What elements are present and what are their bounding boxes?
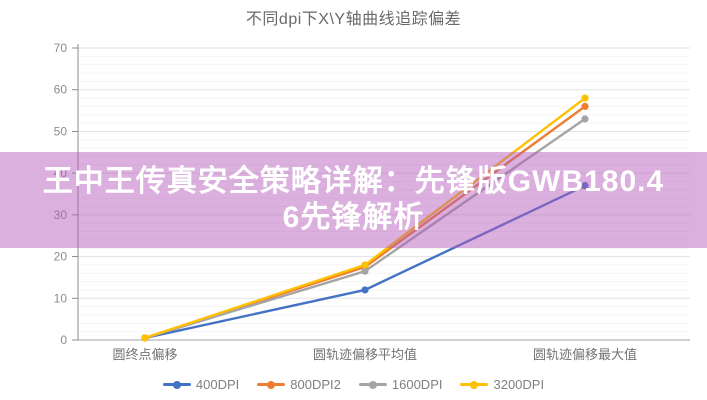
legend-item-1600dpi: 1600DPI (358, 377, 443, 392)
legend-marker-dot (470, 380, 479, 389)
legend-marker-800dpi2 (257, 380, 286, 389)
data-point-3200dpi (581, 94, 589, 102)
data-point-400dpi (361, 286, 369, 294)
legend-label: 1600DPI (391, 377, 443, 392)
banner-text-line-1: 王中王传真安全策略详解：先锋版GWB180.4 (42, 165, 665, 198)
chart-legend: 400DPI 800DPI2 1600DPI 3200DPI (0, 377, 707, 392)
y-tick-label: 10 (54, 291, 68, 305)
data-point-3200dpi (141, 334, 149, 342)
legend-item-400dpi: 400DPI (162, 377, 240, 392)
legend-marker-1600dpi (358, 380, 387, 389)
y-tick-label: 30 (54, 208, 68, 222)
legend-item-3200dpi: 3200DPI (460, 377, 544, 392)
legend-marker-dot (172, 380, 181, 389)
data-point-1600dpi (581, 115, 589, 123)
x-category-label: 圆轨迹偏移平均值 (313, 347, 417, 362)
chart-title: 不同dpi下X\Y轴曲线追踪偏差 (245, 11, 462, 28)
legend-marker-dot (368, 380, 377, 389)
y-tick-label: 70 (54, 41, 68, 55)
banner-text-line-2: 6先锋解析 (282, 201, 425, 234)
y-tick-label: 50 (54, 124, 68, 138)
data-point-800dpi2 (581, 102, 589, 110)
legend-marker-dot (267, 380, 276, 389)
x-category-label: 圆终点偏移 (112, 347, 177, 362)
y-tick-label: 60 (54, 83, 68, 97)
legend-label: 400DPI (195, 377, 240, 392)
y-tick-label: 40 (54, 166, 68, 180)
legend-marker-3200dpi (460, 380, 489, 389)
x-category-label: 圆轨迹偏移最大值 (533, 347, 637, 362)
data-point-400dpi (581, 182, 589, 190)
legend-item-800dpi2: 800DPI2 (257, 377, 341, 392)
legend-marker-400dpi (162, 380, 191, 389)
watermark-banner: 王中王传真安全策略详解：先锋版GWB180.4 6先锋解析 (0, 152, 707, 248)
data-point-3200dpi (361, 261, 369, 269)
y-tick-label: 20 (54, 250, 68, 264)
y-tick-label: 0 (60, 333, 67, 347)
legend-label: 3200DPI (493, 377, 545, 392)
legend-label: 800DPI2 (290, 377, 341, 392)
data-point-1600dpi (361, 267, 369, 275)
